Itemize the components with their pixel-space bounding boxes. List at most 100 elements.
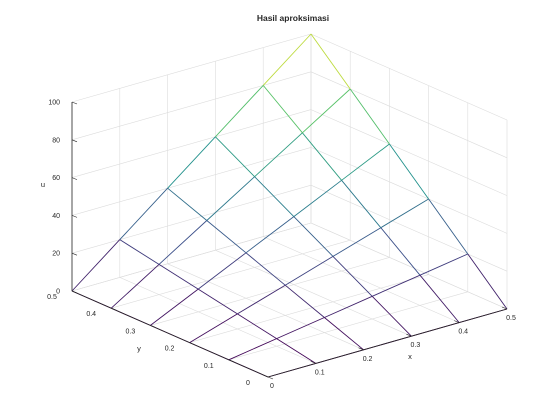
y-tick-label: 0.2 (165, 346, 175, 353)
x-tick (262, 374, 269, 378)
x-tick-label: 0.5 (506, 315, 516, 322)
axes-grid (71, 33, 508, 378)
grid-line (71, 184, 312, 254)
axes-lines (71, 101, 508, 380)
mesh-line (332, 256, 373, 297)
mesh-line (119, 187, 168, 240)
mesh-line (419, 253, 468, 276)
grid-line (189, 274, 429, 343)
x-tick-label: 0.4 (458, 329, 468, 336)
mesh-line (302, 88, 351, 134)
mesh-line (284, 284, 325, 318)
mesh-line (150, 288, 199, 326)
y-tick-label: 0.1 (204, 363, 214, 370)
mesh-line (189, 313, 238, 343)
mesh-line (302, 132, 342, 181)
mesh-line (284, 256, 334, 286)
grid-line (119, 277, 316, 364)
mesh-line (197, 288, 238, 315)
chart-title: Hasil aproksimasi (257, 13, 329, 23)
grid-line (215, 249, 412, 337)
mesh-line (371, 295, 412, 337)
z-tick-label: 0 (56, 289, 60, 296)
mesh-line (167, 187, 208, 221)
mesh-line (71, 239, 121, 292)
mesh-line (158, 264, 199, 290)
mesh-line (341, 180, 382, 228)
x-tick-label: 0.1 (315, 369, 325, 376)
grid-line (71, 33, 312, 103)
mesh-line (341, 143, 390, 181)
mesh-line (349, 88, 390, 145)
y-axis-line (71, 290, 269, 378)
mesh-line (467, 253, 508, 310)
grid-line (263, 236, 460, 323)
z-tick-label: 80 (52, 137, 60, 144)
mesh-line (389, 143, 429, 200)
mesh-line (262, 85, 303, 134)
mesh-line (245, 252, 286, 286)
mesh-line (332, 227, 382, 257)
y-tick-label: 0.5 (47, 294, 57, 301)
mesh-line (428, 198, 469, 255)
mesh-line (254, 132, 303, 178)
mesh-line (254, 176, 295, 217)
z-tick (71, 139, 78, 143)
mesh-line (197, 252, 247, 290)
grid-line (71, 222, 312, 292)
x-axis-line (267, 308, 508, 378)
mesh-line (158, 220, 208, 265)
y-axis-label: y (137, 344, 141, 353)
mesh-line (167, 136, 216, 189)
grid-line (310, 222, 508, 310)
x-tick (310, 361, 316, 364)
z-axis-label: u (41, 180, 45, 189)
z-tick-label: 40 (52, 213, 60, 220)
mesh-line (372, 274, 421, 297)
mesh-line (324, 317, 364, 351)
z-tick (71, 252, 78, 256)
y-tick (189, 342, 195, 345)
mesh-line (276, 317, 325, 340)
x-tick (358, 347, 364, 351)
z-tick-label: 60 (52, 175, 60, 182)
grid-line (71, 109, 312, 178)
y-tick-label: 0 (246, 380, 250, 387)
grid-line (167, 263, 364, 351)
grid-line (150, 257, 390, 326)
x-axis-label: x (408, 352, 412, 361)
mesh-line (293, 216, 334, 257)
grid-line (310, 71, 508, 159)
mesh-line (380, 198, 429, 229)
mesh-line (215, 85, 264, 138)
mesh-line (293, 179, 342, 217)
grid-line (310, 109, 508, 196)
mesh-line (206, 220, 247, 254)
mesh-line (110, 264, 160, 309)
mesh-line (228, 338, 277, 361)
x-tick (406, 333, 412, 337)
y-tick (150, 325, 156, 328)
mesh-line (324, 295, 373, 318)
mesh-line (215, 136, 255, 178)
grid-line (310, 33, 508, 121)
x-tick-label: 0.3 (411, 342, 421, 349)
grid-line (310, 184, 508, 272)
x-tick-label: 0.2 (363, 356, 373, 363)
z-tick-label: 100 (48, 100, 60, 107)
z-tick (71, 215, 78, 218)
grid-line (111, 239, 351, 309)
mesh-line (276, 338, 317, 364)
z-tick (71, 290, 78, 294)
grid-line (228, 291, 468, 361)
grid-line (71, 71, 312, 141)
mesh-line (237, 284, 286, 315)
x-tick (454, 320, 460, 323)
surface-mesh (71, 33, 508, 378)
y-tick-label: 0.4 (86, 311, 96, 318)
mesh-line (419, 274, 460, 323)
y-tick (267, 376, 274, 380)
y-tick (228, 359, 234, 363)
y-tick (111, 307, 117, 311)
